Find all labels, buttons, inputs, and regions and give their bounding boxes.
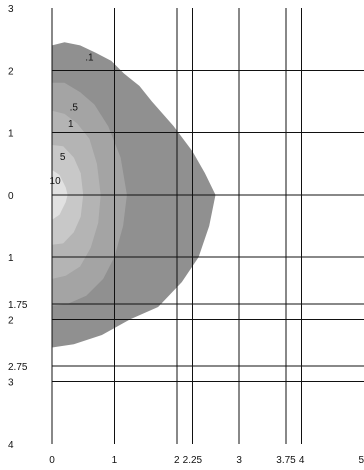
y-tick-label-3: 1	[8, 129, 14, 140]
y-tick-label-5: 1	[8, 253, 14, 264]
x-tick-label-8: 5	[358, 455, 364, 466]
contour-labels-group: .1 .5 1 5 10	[50, 52, 94, 186]
y-tick-label-10: 4	[8, 440, 14, 451]
contour-label-5: 10	[50, 176, 62, 187]
x-tick-label-6: 3.75	[276, 455, 296, 466]
y-tick-label-4: 0	[8, 191, 14, 202]
y-tick-label-8: 2.75	[8, 362, 28, 373]
contour-label-3: 1	[68, 119, 74, 130]
y-tick-label-7: 2	[8, 315, 14, 326]
y-tick-labels-group: 3 2 1 0 1 1.75 2 2.75 3 4	[8, 4, 28, 451]
y-tick-label-2: 2	[8, 66, 14, 77]
contour-label-4: 5	[60, 152, 66, 163]
y-tick-label-1: 3	[8, 4, 14, 15]
x-tick-label-5: 3	[236, 455, 242, 466]
x-tick-label-1: 0	[49, 455, 55, 466]
y-tick-label-9: 3	[8, 378, 14, 389]
x-tick-label-4: 2.25	[183, 455, 203, 466]
x-tick-label-2: 1	[112, 455, 118, 466]
contour-label-2: .5	[70, 102, 79, 113]
grid-lines-group	[51, 8, 364, 444]
x-tick-label-7: 4	[299, 455, 305, 466]
y-tick-label-6: 1.75	[8, 300, 28, 311]
contour-label-1: .1	[85, 52, 94, 63]
x-tick-label-3: 2	[174, 455, 180, 466]
x-tick-labels-group: 0 1 2 2.25 3 3.75 4 5	[49, 455, 364, 466]
